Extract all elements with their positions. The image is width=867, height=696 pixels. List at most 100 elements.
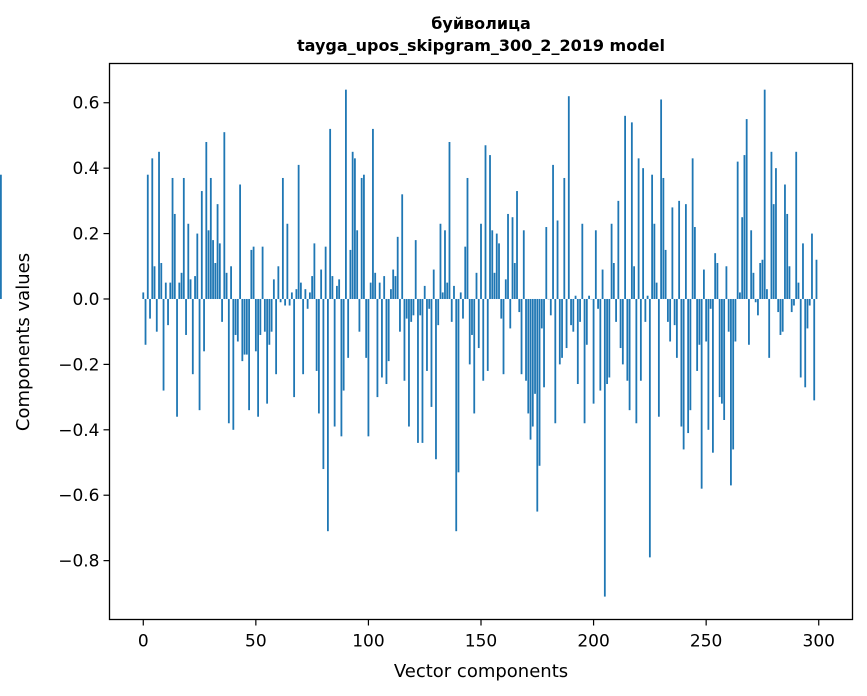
bar-3	[149, 298, 151, 319]
bar-292	[799, 298, 802, 378]
bar-251	[707, 298, 710, 430]
bar-116	[403, 298, 406, 381]
bar-31	[212, 240, 214, 299]
y-tick-label: −0.8	[58, 552, 99, 572]
bar-201	[594, 230, 597, 299]
bar-265	[739, 292, 741, 299]
bar-9	[162, 298, 165, 391]
bar-295	[806, 298, 809, 329]
bar-1	[144, 298, 147, 345]
bar-121	[414, 240, 417, 299]
bar-293	[802, 243, 804, 299]
bar-250	[705, 298, 708, 342]
bar-159	[500, 298, 503, 319]
bar-74	[308, 292, 311, 299]
bar-248	[700, 298, 703, 489]
bar-102	[372, 128, 374, 299]
bar-113	[396, 236, 399, 299]
y-axis-ticks: −0.8 −0.6 −0.4 −0.2 0.0 0.2 0.4 0.6	[58, 94, 110, 572]
bar-87	[338, 279, 341, 299]
bar-278	[768, 298, 771, 358]
chart-title: буйволица	[431, 14, 531, 33]
bar-133	[441, 292, 444, 299]
bar-131	[437, 298, 440, 326]
bar-62	[281, 177, 284, 299]
bar-63	[284, 298, 287, 306]
bar-169	[522, 230, 525, 299]
bar-217	[630, 122, 633, 299]
y-tick-label: 0.0	[72, 290, 99, 310]
bar-188	[565, 298, 568, 349]
bar-195	[581, 223, 584, 299]
bar-299	[815, 259, 818, 299]
bar-15	[176, 298, 178, 417]
bar-276	[763, 89, 766, 299]
bar-260	[727, 298, 730, 332]
bar-58	[272, 279, 275, 299]
bar-52	[259, 298, 262, 335]
bar-18	[182, 177, 185, 299]
bar-124	[421, 298, 424, 443]
bar-38	[227, 298, 230, 424]
bar-193	[576, 298, 579, 385]
bar-237	[675, 298, 678, 358]
bar-72	[304, 289, 307, 299]
bar-81	[324, 246, 327, 299]
bar-19	[185, 298, 187, 335]
bar-289	[793, 298, 795, 306]
bar-255	[716, 263, 719, 299]
bar-145	[468, 298, 471, 365]
bar-84	[331, 276, 334, 299]
bar-20	[187, 223, 190, 299]
bar-135	[446, 282, 449, 299]
bar-105	[378, 282, 381, 299]
bar-13	[171, 177, 174, 299]
bar-39	[230, 266, 232, 299]
bar-118	[408, 298, 410, 427]
bar-125	[423, 285, 426, 299]
y-tick-label: −0.2	[58, 355, 99, 375]
bar-177	[540, 298, 543, 329]
bar-225	[648, 298, 651, 558]
y-tick-label: 0.4	[72, 159, 99, 179]
bar-210	[615, 298, 617, 322]
bar-27	[203, 298, 205, 352]
bar-198	[588, 295, 590, 299]
bar-55	[266, 298, 269, 404]
x-tick-label: 150	[465, 632, 497, 652]
bar-92	[349, 249, 352, 299]
bar-89	[342, 298, 345, 391]
bar-171	[527, 298, 530, 414]
bar-25	[198, 298, 201, 411]
bar-262	[732, 298, 735, 450]
bar-246	[696, 298, 699, 371]
bar-67	[293, 298, 296, 398]
bar-207	[608, 298, 611, 378]
bar-75	[311, 276, 314, 299]
bar-258	[723, 298, 726, 420]
bar-280	[772, 204, 775, 299]
bar-183	[554, 298, 557, 424]
bar-6	[155, 298, 158, 332]
bar-143	[464, 246, 467, 299]
bar-220	[637, 158, 640, 299]
bar-298	[813, 298, 816, 401]
bar-117	[405, 298, 408, 319]
y-tick-label: −0.4	[58, 421, 99, 441]
bar-155	[491, 230, 494, 299]
bar-291	[797, 282, 800, 299]
bar-68	[295, 289, 298, 299]
bar-11	[167, 298, 169, 326]
x-axis-ticks: 0 50 100 150 200 250 300	[138, 619, 835, 652]
bar-200	[592, 298, 595, 404]
bar-215	[626, 298, 629, 381]
bar-80	[322, 298, 325, 470]
bar-70	[299, 282, 302, 299]
bar-83	[329, 128, 332, 299]
bar-140	[457, 298, 460, 473]
bar-51	[257, 298, 259, 417]
bar-85	[333, 298, 336, 427]
bar-49	[252, 246, 255, 299]
bar-240	[682, 298, 685, 450]
